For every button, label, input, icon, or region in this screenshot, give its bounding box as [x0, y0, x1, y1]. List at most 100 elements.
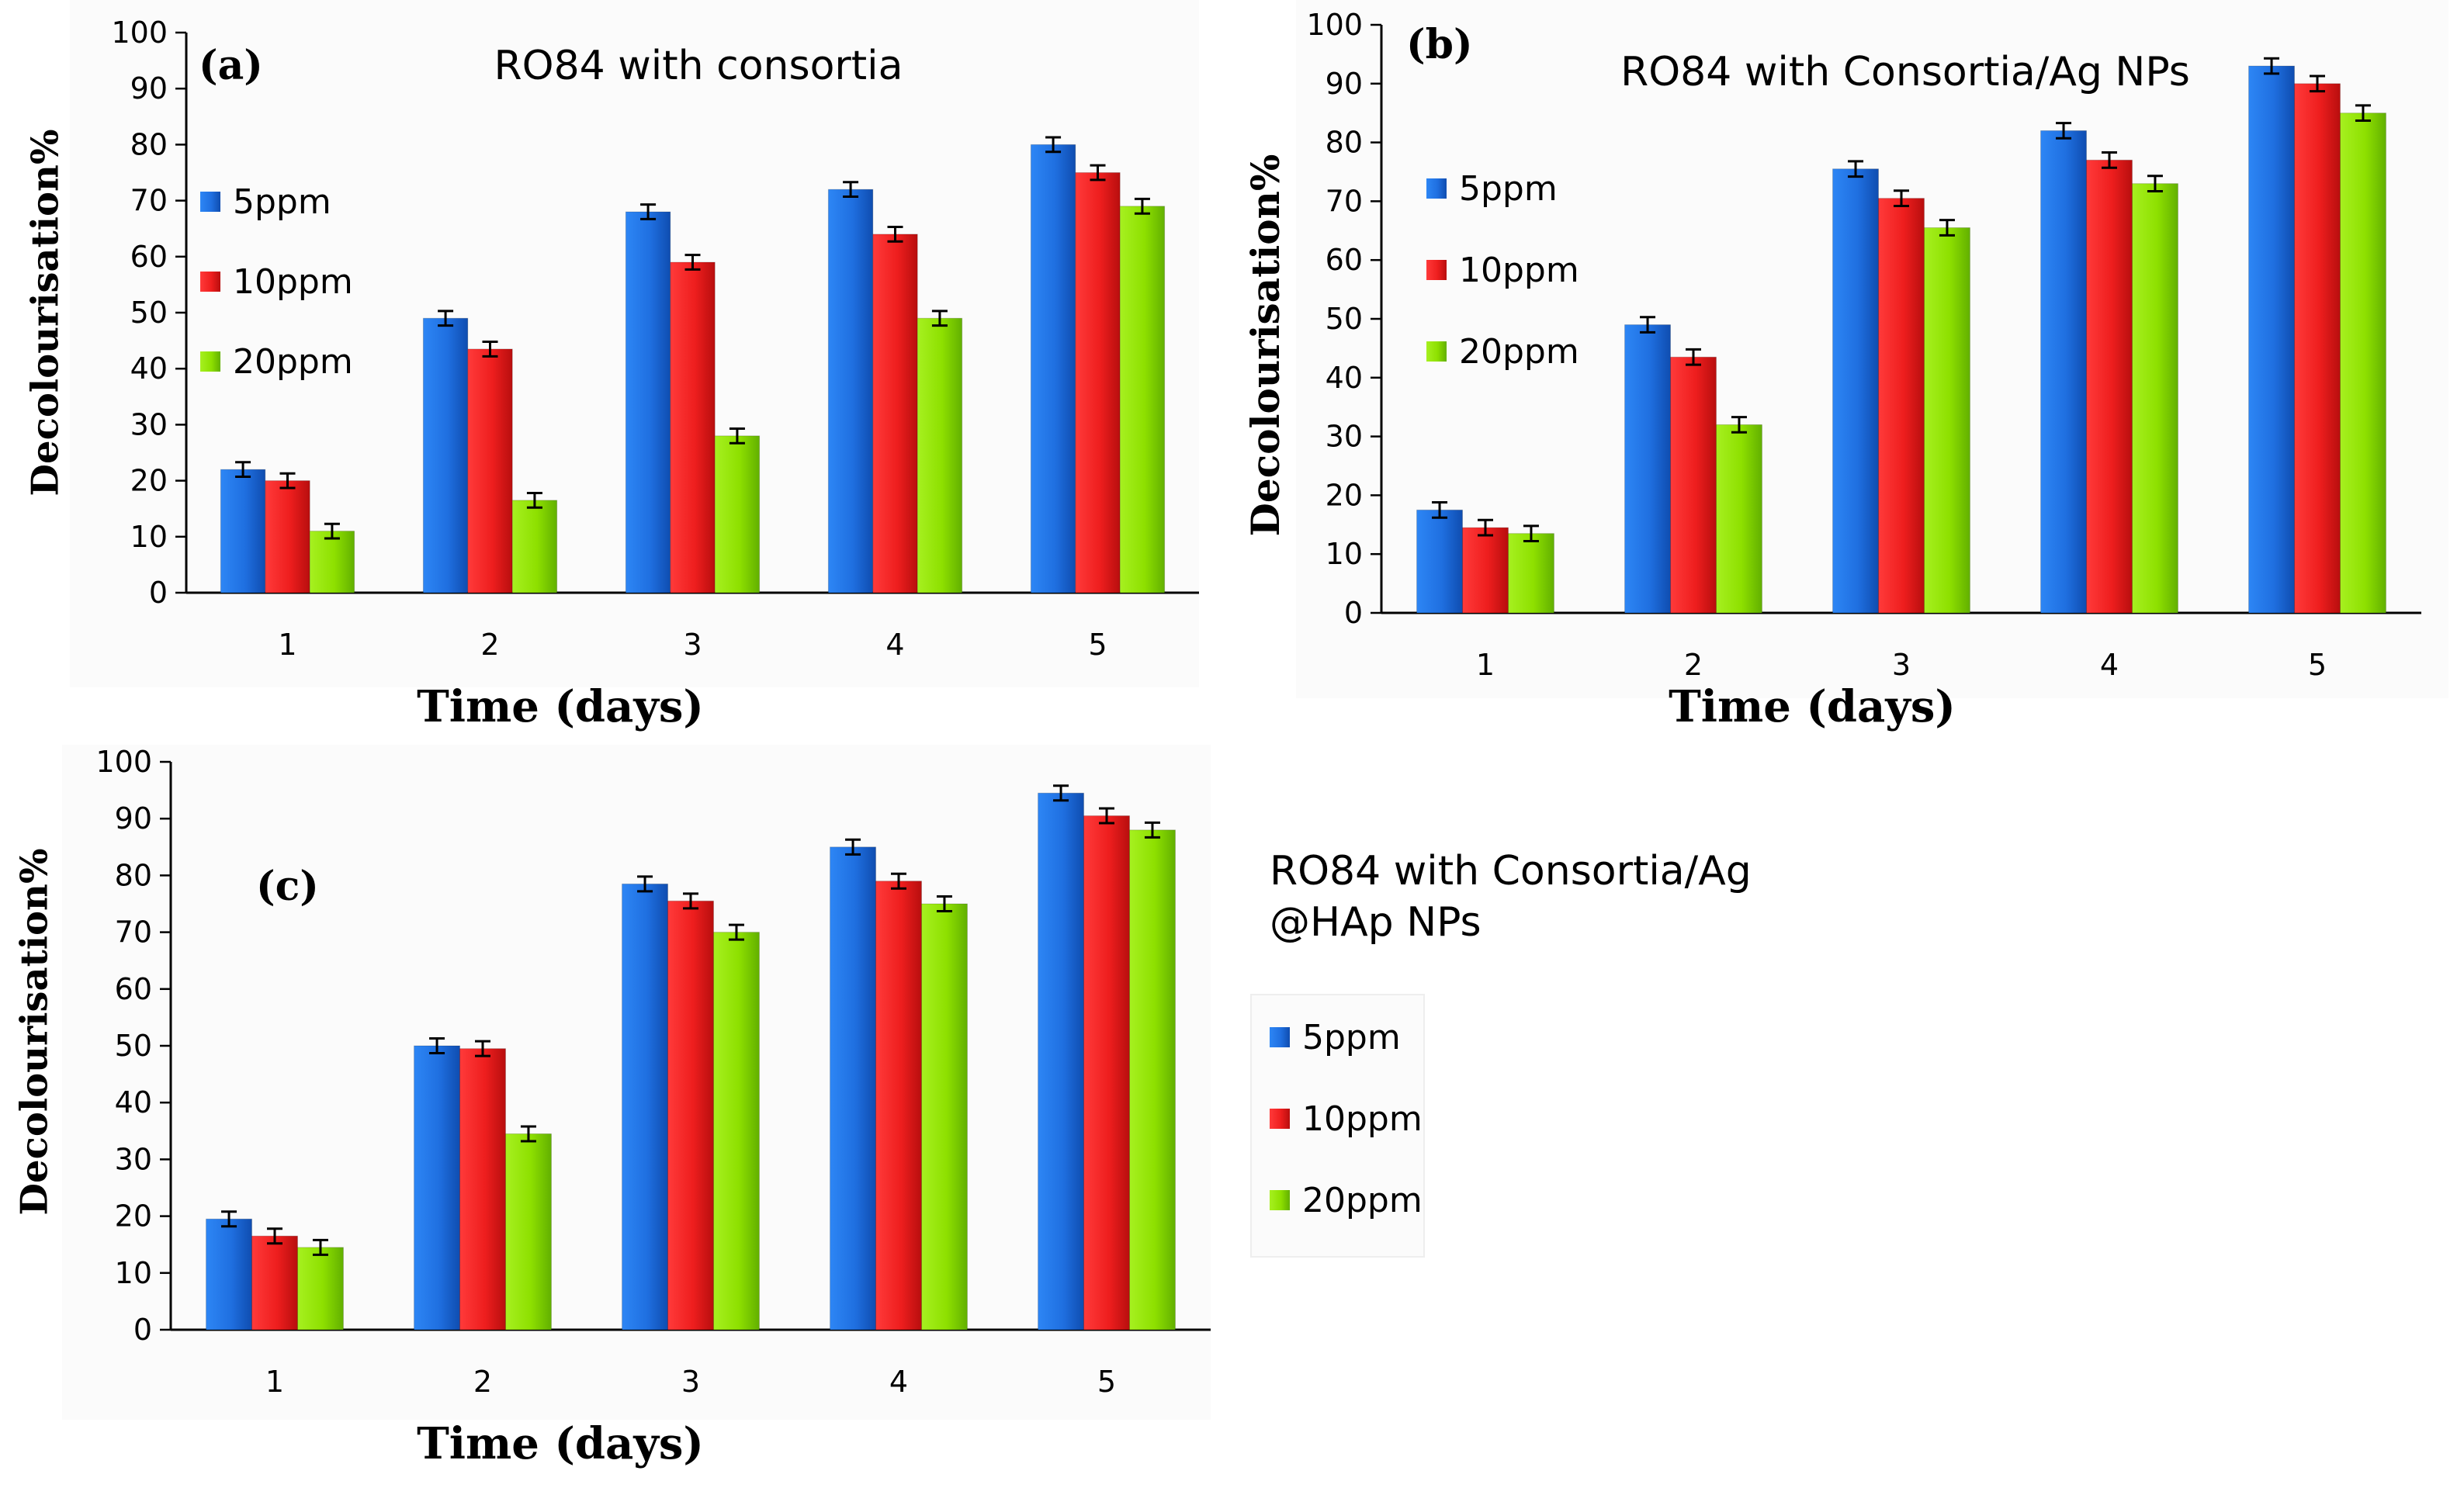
bar-5ppm-day-4: [827, 189, 874, 593]
bar-10ppm-day-2: [459, 1048, 506, 1331]
legend-label-5ppm: 5ppm: [1302, 1018, 1401, 1057]
bar-20ppm-day-1: [296, 1247, 344, 1331]
y-tick-label: 70: [115, 915, 152, 950]
y-tick-label: 10: [115, 1256, 152, 1290]
legend: 5ppm 10ppm 20ppm: [1250, 994, 1425, 1258]
error-bar-5ppm-day-4: [845, 838, 861, 856]
y-tick-label: 60: [130, 240, 168, 274]
chart-title: RO84 with Consortia/Ag @HAp NPs: [1270, 848, 1752, 946]
chart-title: RO84 with Consortia/Ag NPs: [1620, 49, 2190, 95]
error-bar-5ppm-day-3: [640, 203, 657, 220]
error-bar-10ppm-day-1: [1478, 518, 1493, 537]
bar-5ppm-day-5: [2248, 65, 2296, 614]
bar-10ppm-day-5: [1075, 172, 1121, 593]
legend-swatch-5ppm: [200, 192, 220, 212]
bar-10ppm-day-1: [265, 480, 310, 593]
error-bar-5ppm-day-4: [2056, 122, 2072, 140]
legend-swatch-10ppm: [1426, 260, 1447, 280]
x-tick-label: 1: [265, 1365, 284, 1399]
y-tick-label: 0: [133, 1313, 152, 1347]
bar-5ppm-day-4: [2040, 130, 2088, 614]
x-axis-title: Time (days): [417, 681, 704, 732]
y-tick-label: 20: [115, 1199, 152, 1234]
error-bar-20ppm-day-1: [1523, 524, 1539, 543]
error-bar-20ppm-day-1: [324, 522, 340, 540]
legend-swatch-5ppm: [1270, 1027, 1290, 1047]
error-bar-10ppm-day-2: [482, 341, 498, 358]
bar-20ppm-day-3: [714, 435, 761, 593]
error-bar-20ppm-day-4: [2147, 175, 2163, 193]
error-bar-5ppm-day-2: [1640, 316, 1656, 334]
y-tick-label: 90: [130, 71, 168, 106]
error-bar-10ppm-day-1: [267, 1227, 282, 1245]
bar-20ppm-day-1: [1507, 533, 1554, 614]
bar-5ppm-day-3: [625, 211, 671, 593]
bar-10ppm-day-3: [667, 900, 714, 1331]
chart-title-line: RO84 with Consortia/Ag NPs: [1620, 49, 2190, 95]
bar-20ppm-day-1: [309, 531, 355, 593]
legend-swatch-20ppm: [1270, 1190, 1290, 1210]
y-tick-label: 30: [130, 407, 168, 441]
error-bar-20ppm-day-4: [931, 310, 948, 327]
y-axis-title: Decolourisation%: [1242, 154, 1288, 537]
error-bar-5ppm-day-5: [2264, 57, 2280, 75]
legend-swatch-10ppm: [1270, 1109, 1290, 1129]
bar-5ppm-day-4: [830, 846, 877, 1331]
bar-5ppm-day-1: [220, 469, 266, 593]
y-tick-label: 80: [130, 127, 168, 161]
y-tick-label: 20: [1326, 478, 1363, 512]
bar-10ppm-day-2: [1670, 356, 1717, 614]
y-tick-label: 10: [1326, 537, 1363, 571]
y-tick-label: 90: [115, 801, 152, 836]
error-bar-10ppm-day-4: [887, 226, 903, 243]
bar-20ppm-day-2: [1715, 424, 1762, 614]
error-bar-5ppm-day-4: [843, 181, 859, 199]
y-axis-title: Decolourisation%: [13, 848, 57, 1215]
y-tick-label: 0: [1344, 596, 1363, 630]
error-bar-10ppm-day-4: [891, 872, 906, 890]
legend-swatch-10ppm: [200, 272, 220, 292]
bar-5ppm-day-2: [1624, 324, 1672, 614]
x-tick-label: 5: [2308, 648, 2327, 682]
error-bar-20ppm-day-5: [1144, 821, 1160, 839]
error-bar-10ppm-day-5: [1099, 807, 1114, 825]
error-bar-10ppm-day-4: [2102, 151, 2117, 169]
legend-label-20ppm: 20ppm: [1459, 332, 1579, 372]
x-axis-title: Time (days): [417, 1418, 704, 1469]
x-tick-label: 4: [2100, 648, 2119, 682]
error-bar-20ppm-day-3: [1939, 219, 1955, 237]
error-bar-10ppm-day-3: [683, 892, 698, 910]
bar-5ppm-day-5: [1038, 792, 1085, 1331]
x-tick-label: 1: [278, 628, 296, 662]
x-tick-label: 4: [885, 628, 904, 662]
bar-20ppm-day-3: [712, 932, 760, 1331]
bar-20ppm-day-4: [2131, 183, 2178, 614]
bar-20ppm-day-2: [511, 500, 558, 593]
chart-title-line: RO84 with consortia: [494, 43, 903, 89]
bar-10ppm-day-1: [251, 1235, 298, 1331]
error-bar-5ppm-day-2: [429, 1036, 445, 1055]
bar-20ppm-day-4: [920, 903, 968, 1331]
panel-label: (a): [199, 42, 263, 89]
bar-10ppm-day-3: [670, 261, 716, 593]
error-bar-10ppm-day-3: [684, 254, 701, 271]
y-tick-label: 30: [115, 1142, 152, 1176]
x-axis-title: Time (days): [1669, 681, 1956, 732]
bar-20ppm-day-5: [1119, 206, 1166, 593]
y-tick-label: 50: [1326, 302, 1363, 336]
chart-title: RO84 with consortia: [494, 43, 903, 89]
error-bar-20ppm-day-2: [526, 491, 542, 509]
legend-label-10ppm: 10ppm: [233, 262, 353, 302]
y-tick-label: 50: [115, 1029, 152, 1063]
bar-5ppm-day-5: [1030, 144, 1076, 593]
error-bar-20ppm-day-3: [729, 427, 745, 445]
panel-label: (c): [256, 863, 319, 910]
error-bar-5ppm-day-3: [1848, 160, 1864, 178]
legend: 5ppm 10ppm 20ppm: [1426, 169, 1579, 372]
error-bar-20ppm-day-3: [728, 923, 744, 941]
bar-10ppm-day-2: [467, 348, 513, 593]
bar-10ppm-day-4: [875, 881, 922, 1331]
x-tick-label: 5: [1097, 1365, 1116, 1399]
y-tick-label: 60: [1326, 243, 1363, 277]
